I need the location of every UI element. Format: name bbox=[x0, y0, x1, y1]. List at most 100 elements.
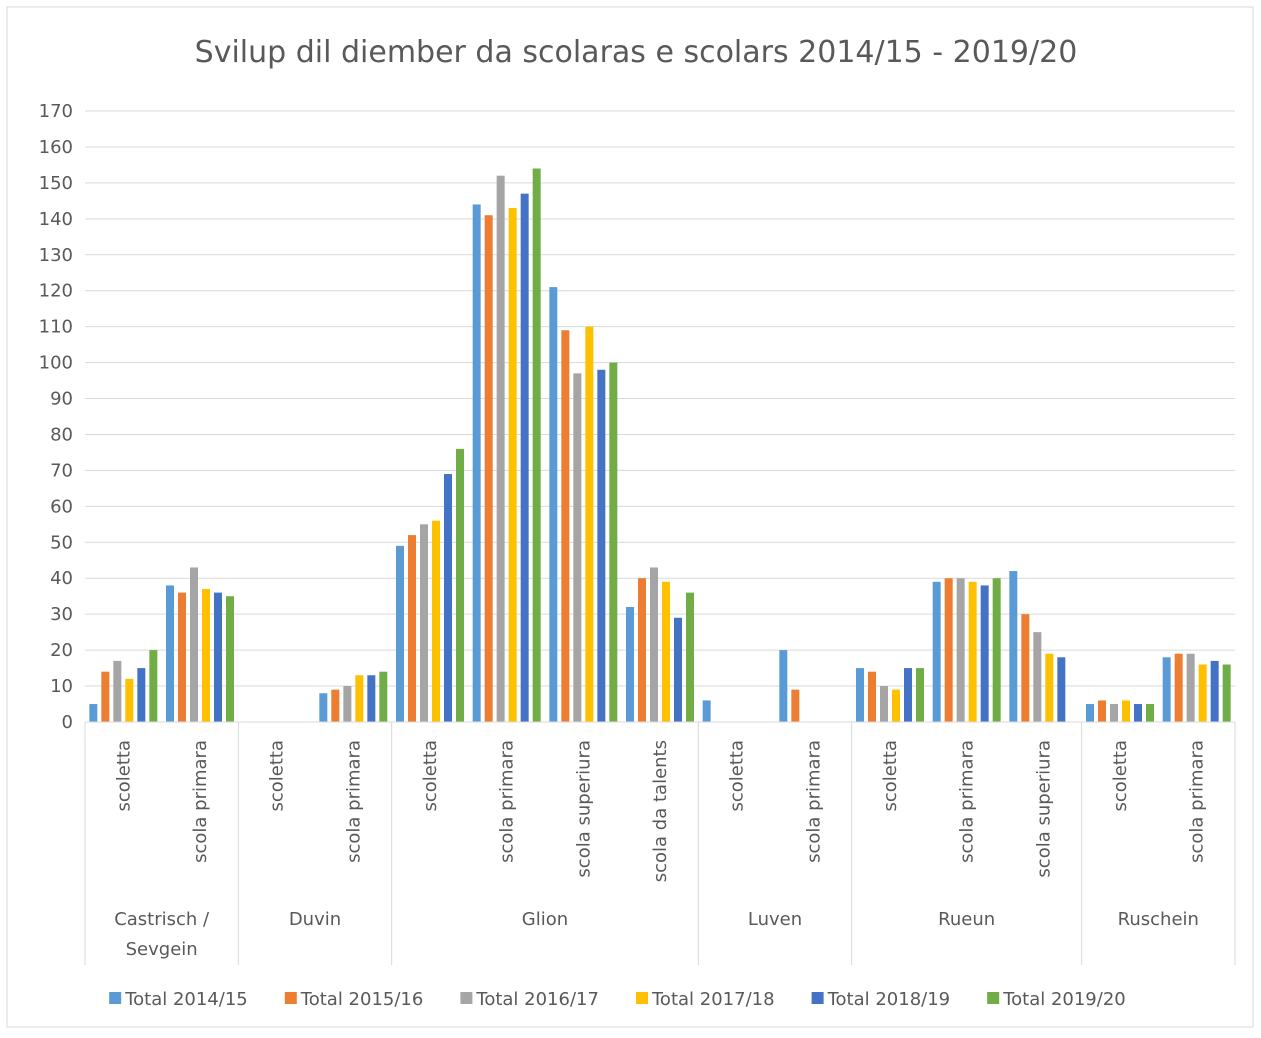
bar bbox=[609, 362, 618, 722]
bar bbox=[702, 700, 711, 722]
bar bbox=[932, 581, 941, 722]
y-tick-label: 100 bbox=[39, 353, 73, 374]
y-tick-label: 20 bbox=[50, 640, 73, 661]
bar bbox=[420, 524, 428, 722]
x-tick-label: scola primara bbox=[343, 740, 364, 863]
group-label: Castrisch / Sevgein bbox=[114, 909, 210, 960]
bar bbox=[892, 689, 900, 722]
bar bbox=[532, 168, 541, 723]
legend-label: Total 2014/15 bbox=[124, 989, 248, 1010]
bar bbox=[549, 287, 558, 722]
y-tick-label: 150 bbox=[39, 173, 73, 194]
bar bbox=[226, 596, 234, 722]
bar bbox=[880, 686, 888, 722]
x-tick-label: scola primara bbox=[957, 740, 978, 863]
bar bbox=[1110, 704, 1118, 722]
bar bbox=[408, 535, 416, 722]
bar bbox=[1162, 657, 1171, 722]
group-label-box: Ruschein bbox=[1117, 909, 1199, 930]
bar bbox=[484, 215, 493, 722]
x-tick-label: scola primara bbox=[803, 740, 824, 863]
bar bbox=[456, 448, 464, 722]
bar bbox=[166, 585, 174, 722]
y-tick-label: 30 bbox=[50, 604, 73, 625]
bar bbox=[561, 330, 570, 722]
x-tick-label: scoletta bbox=[727, 740, 748, 812]
group-label-box: Rueun bbox=[938, 909, 996, 930]
bar bbox=[520, 193, 529, 723]
bar bbox=[1098, 700, 1106, 722]
bar bbox=[1009, 571, 1018, 722]
bar bbox=[1122, 700, 1130, 722]
y-tick-label: 70 bbox=[50, 460, 73, 481]
y-tick-label: 110 bbox=[39, 317, 73, 338]
bar bbox=[113, 660, 122, 722]
bar bbox=[379, 671, 388, 722]
bar bbox=[779, 650, 788, 722]
bar bbox=[214, 592, 222, 722]
bar bbox=[791, 689, 800, 722]
legend-swatch bbox=[811, 992, 824, 1004]
bar bbox=[686, 592, 694, 722]
bar bbox=[178, 592, 186, 722]
bar bbox=[1045, 653, 1054, 722]
bar bbox=[626, 606, 634, 722]
bar bbox=[992, 578, 1001, 722]
bar bbox=[1086, 704, 1094, 722]
bar bbox=[125, 678, 134, 722]
legend-swatch bbox=[460, 992, 473, 1004]
y-tick-label: 10 bbox=[50, 676, 73, 697]
chart-title: Svilup dil diember da scolaras e scolars… bbox=[195, 35, 1078, 70]
bar bbox=[904, 668, 912, 722]
bar bbox=[1021, 614, 1030, 722]
bar bbox=[190, 567, 198, 722]
legend-swatch bbox=[987, 992, 1000, 1004]
bar bbox=[638, 578, 646, 722]
x-tick-label: scola primara bbox=[497, 740, 518, 863]
bar bbox=[149, 650, 158, 722]
bar bbox=[1134, 704, 1142, 722]
x-tick-label: scola primara bbox=[190, 740, 211, 863]
bar bbox=[444, 474, 452, 722]
legend-swatch bbox=[284, 992, 297, 1004]
x-tick-label: scola superiura bbox=[1033, 740, 1054, 878]
x-tick-label: scoletta bbox=[420, 740, 441, 812]
bar bbox=[343, 686, 352, 722]
bar bbox=[968, 581, 977, 722]
bar bbox=[472, 204, 481, 723]
bar bbox=[856, 668, 864, 722]
group-label-box: Glion bbox=[521, 909, 569, 930]
bar bbox=[1146, 704, 1154, 722]
bar bbox=[956, 578, 965, 722]
chart-border bbox=[6, 6, 1254, 1028]
bar bbox=[319, 693, 328, 722]
group-label: Ruschein bbox=[1117, 909, 1199, 930]
bar bbox=[1222, 664, 1231, 722]
bar bbox=[674, 617, 682, 722]
y-tick-label: 60 bbox=[50, 496, 73, 517]
group-label: Glion bbox=[521, 909, 569, 930]
y-tick-label: 170 bbox=[39, 101, 73, 122]
bar bbox=[650, 567, 658, 722]
bar bbox=[585, 326, 594, 722]
bar bbox=[367, 675, 376, 722]
legend-label: Total 2016/17 bbox=[475, 989, 599, 1010]
bar bbox=[980, 585, 989, 722]
bar bbox=[355, 675, 364, 722]
y-tick-label: 90 bbox=[50, 389, 73, 410]
bar bbox=[432, 520, 440, 722]
bar bbox=[89, 704, 98, 722]
group-label: Duvin bbox=[288, 909, 342, 930]
legend-label: Total 2015/16 bbox=[300, 989, 424, 1010]
bar bbox=[1057, 657, 1066, 722]
y-tick-label: 0 bbox=[62, 712, 73, 733]
bar bbox=[137, 668, 146, 722]
bar bbox=[496, 175, 505, 723]
group-label: Rueun bbox=[938, 909, 996, 930]
bar bbox=[916, 668, 924, 722]
y-tick-label: 40 bbox=[50, 568, 73, 589]
bar bbox=[508, 208, 517, 722]
bar bbox=[868, 671, 876, 722]
y-tick-label: 80 bbox=[50, 424, 73, 445]
